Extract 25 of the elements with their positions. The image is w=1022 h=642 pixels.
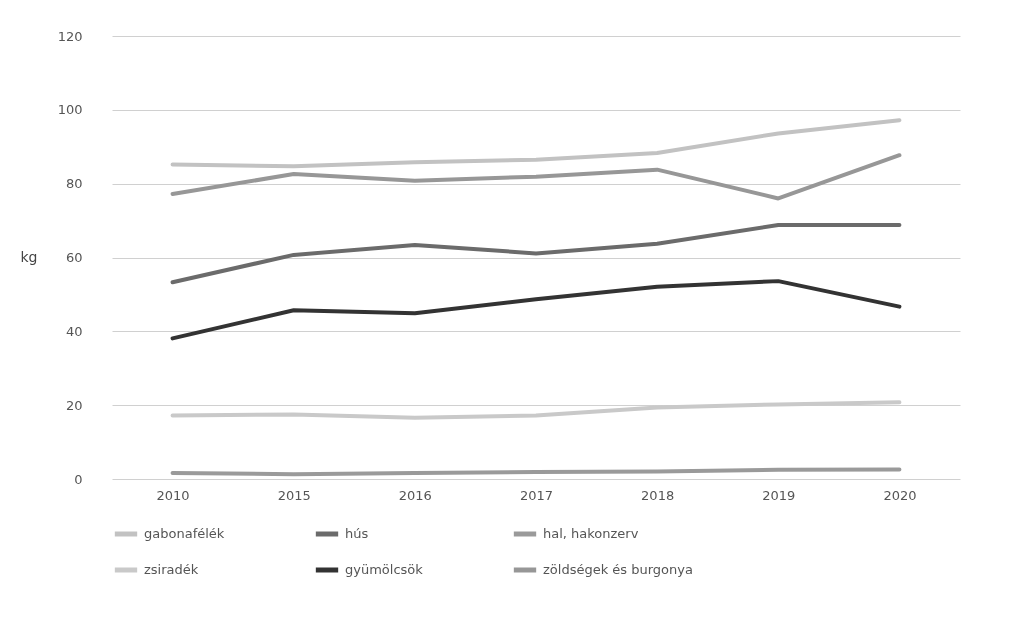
y-tick-label: 120 bbox=[57, 28, 83, 44]
y-axis-title: kg bbox=[20, 249, 38, 265]
y-tick-label: 100 bbox=[57, 102, 83, 118]
y-tick-label: 40 bbox=[65, 323, 83, 339]
legend-label: hal, hakonzerv bbox=[543, 526, 639, 541]
line-series bbox=[170, 118, 902, 169]
legend-label: gabonafélék bbox=[144, 526, 225, 541]
legend-label: zöldségek és burgonya bbox=[543, 562, 693, 577]
x-tick-label: 2017 bbox=[519, 487, 554, 503]
x-tick-label: 2020 bbox=[883, 487, 917, 503]
y-tick-label: 80 bbox=[65, 176, 83, 192]
x-tick-label: 2010 bbox=[156, 487, 190, 503]
x-tick-label: 2015 bbox=[277, 487, 311, 503]
y-tick-label: 60 bbox=[65, 250, 83, 265]
x-tick-label: 2018 bbox=[641, 487, 675, 503]
legend-label: zsiradék bbox=[144, 562, 199, 577]
legend-label: gyümölcsök bbox=[345, 562, 424, 577]
line-series bbox=[170, 279, 902, 341]
y-tick-label: 20 bbox=[65, 397, 83, 413]
legend-label: hús bbox=[345, 526, 369, 541]
y-tick-label: 0 bbox=[74, 471, 83, 487]
line-series bbox=[170, 223, 902, 285]
x-tick-label: 2019 bbox=[762, 487, 796, 503]
line-series bbox=[170, 153, 902, 201]
x-tick-label: 2016 bbox=[398, 487, 432, 503]
